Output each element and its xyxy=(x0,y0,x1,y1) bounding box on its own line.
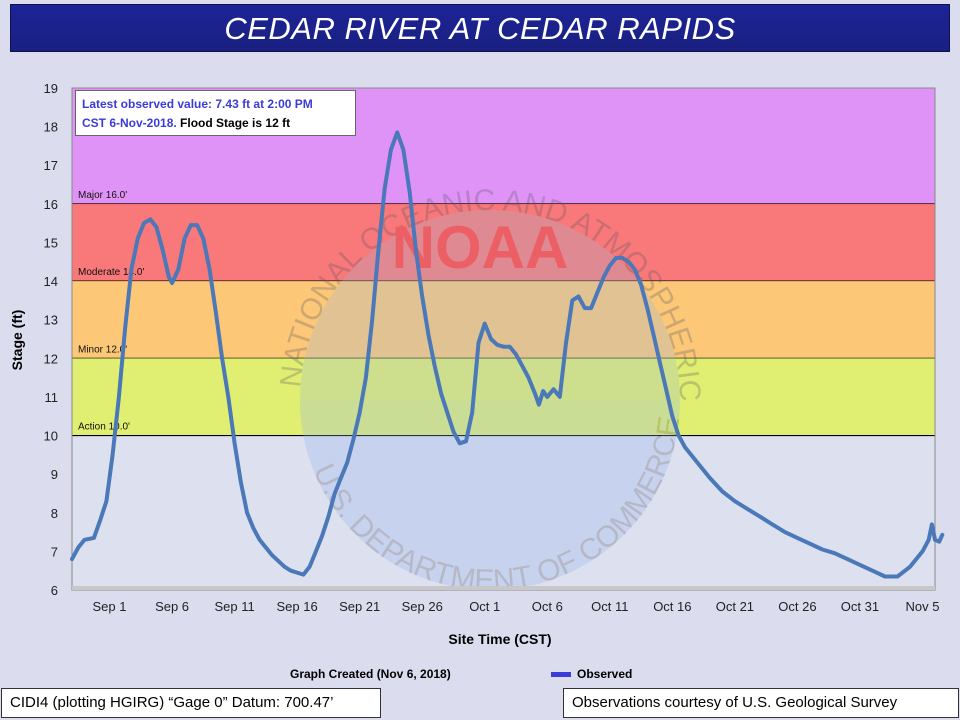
flood-stage-text: Flood Stage is 12 ft xyxy=(180,116,291,130)
courtesy-box: Observations courtesy of U.S. Geological… xyxy=(563,688,959,718)
y-tick-label: 16 xyxy=(44,197,58,212)
x-tick-label: Oct 6 xyxy=(532,599,563,614)
legend-observed-swatch xyxy=(551,672,571,678)
datum-box: CIDI4 (plotting HGIRG) “Gage 0” Datum: 7… xyxy=(1,688,381,718)
x-tick-label: Sep 1 xyxy=(93,599,127,614)
zone-label: Minor 12.0' xyxy=(78,344,127,355)
zone-band xyxy=(72,203,935,282)
y-tick-label: 8 xyxy=(51,506,58,521)
latest-value-line1: Latest observed value: 7.43 ft at 2:00 P… xyxy=(82,97,313,111)
graph-created-label: Graph Created (Nov 6, 2018) xyxy=(290,667,451,681)
x-tick-label: Sep 21 xyxy=(339,599,380,614)
chart-frame xyxy=(71,87,936,591)
x-tick-label: Sep 16 xyxy=(277,599,318,614)
y-axis-title: Stage (ft) xyxy=(9,310,25,371)
latest-value-box: Latest observed value: 7.43 ft at 2:00 P… xyxy=(75,90,356,136)
zone-label: Moderate 14.0' xyxy=(78,267,144,278)
zone-band xyxy=(72,358,935,436)
y-tick-label: 10 xyxy=(44,429,58,444)
latest-value-line2: CST 6-Nov-2018. Flood Stage is 12 ft xyxy=(82,114,349,133)
legend-observed-label: Observed xyxy=(577,667,633,681)
x-axis-title: Site Time (CST) xyxy=(448,631,551,647)
y-tick-label: 18 xyxy=(44,120,58,135)
y-tick-label: 12 xyxy=(44,351,58,366)
zone-label: Major 16.0' xyxy=(78,190,127,201)
y-tick-label: 19 xyxy=(44,81,58,96)
legend: Observed xyxy=(551,667,633,681)
y-tick-label: 6 xyxy=(51,583,58,598)
series-layer xyxy=(70,130,945,579)
chart-title: CEDAR RIVER AT CEDAR RAPIDS xyxy=(10,4,950,52)
x-axis-bar xyxy=(72,586,935,590)
y-tick-label: 14 xyxy=(44,274,58,289)
x-tick-label: Sep 6 xyxy=(155,599,189,614)
noaa-logo-text: NOAA xyxy=(392,214,569,281)
x-tick-label: Oct 16 xyxy=(653,599,691,614)
x-axis-ticks: Sep 1 Sep 6 Sep 11 Sep 16 Sep 21 Sep 26 Oct 1 O… xyxy=(93,599,940,614)
x-tick-label: Oct 11 xyxy=(591,599,628,614)
y-tick-label: 7 xyxy=(51,544,58,559)
x-tick-label: Nov 5 xyxy=(906,599,940,614)
y-tick-label: 17 xyxy=(44,158,58,173)
x-tick-label: Sep 11 xyxy=(214,599,254,614)
y-tick-label: 13 xyxy=(44,313,58,328)
zone-label: Action 10.0' xyxy=(78,422,130,433)
latest-value-date: CST 6-Nov-2018. xyxy=(82,116,177,130)
x-tick-label: Oct 1 xyxy=(469,599,500,614)
x-tick-label: Oct 26 xyxy=(778,599,816,614)
y-tick-label: 11 xyxy=(45,390,59,405)
series-observed-line xyxy=(70,130,945,579)
x-tick-label: Oct 21 xyxy=(716,599,754,614)
y-tick-label: 9 xyxy=(51,467,58,482)
x-tick-label: Oct 31 xyxy=(841,599,879,614)
x-tick-label: Sep 26 xyxy=(402,599,443,614)
y-tick-label: 15 xyxy=(44,235,58,250)
y-axis-ticks: 6 7 8 9 10 11 12 13 14 15 16 17 18 19 xyxy=(44,81,58,598)
